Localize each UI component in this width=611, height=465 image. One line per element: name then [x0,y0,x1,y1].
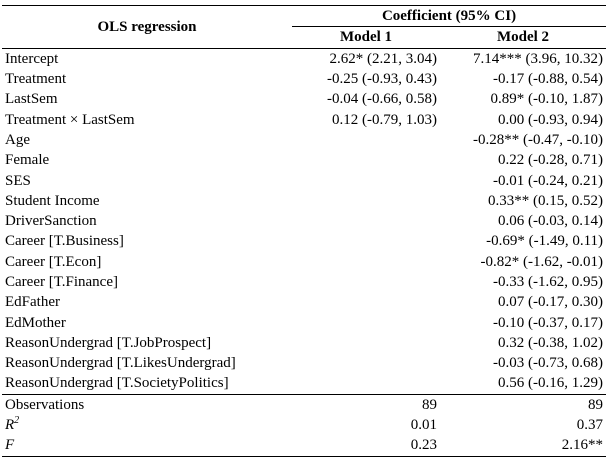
model-1-value [292,170,440,190]
model-2-stat: 0.37 [576,417,604,434]
model-2-value: -0.69* (-1.49, 0.11) [486,233,604,250]
model-1-value [292,272,440,292]
table-row: Student Income 0.33** (0.15, 0.52) [2,191,606,211]
stat-label: R2 [2,415,292,435]
coefficients-body: Intercept 2.62* (2.21, 3.04) 7.14*** (3.96… [2,48,607,395]
row-label: DriverSanction [5,213,97,230]
model-1-value [292,373,440,395]
model-2-value: 0.00 (-0.93, 0.94) [498,111,604,128]
stat-row: R2 0.01 0.37 [2,415,606,435]
model-2-value: 0.33** (0.15, 0.52) [488,192,604,209]
model-2-stat: 2.16** [440,435,607,457]
table-row: Career [T.Business] -0.69* (-1.49, 0.11) [2,231,606,251]
model-1-value: 0.12 (-0.79, 1.03) [332,111,437,128]
table-row: ReasonUndergrad [T.SocietyPolitics] 0.56 … [2,373,607,395]
model-1-value [292,312,440,332]
row-label: ReasonUndergrad [T.SocietyPolitics] [2,373,292,395]
table-row: Female 0.22 (-0.28, 0.71) [2,150,606,170]
model-1-value [292,252,440,272]
table-row: Treatment -0.25 (-0.93, 0.43) -0.17 (-0.88… [2,69,606,89]
row-label: Intercept [5,50,59,67]
model-2-header: Model 2 [440,26,607,49]
header-row-top: OLS regression Coefficient (95% CI) [2,4,607,49]
row-label: ReasonUndergrad [T.LikesUndergrad] [5,355,236,372]
table-row: EdFather 0.07 (-0.17, 0.30) [2,292,606,312]
stat-label: F [2,435,292,457]
model-1-value: 2.62* (2.21, 3.04) [329,50,438,67]
row-label: Career [T.Finance] [5,274,118,290]
model-2-value: 0.56 (-0.16, 1.29) [440,373,607,395]
stat-label-text: F [5,437,15,454]
model-2-value: -0.28** (-0.47, -0.10) [473,131,604,148]
table-row: LastSem -0.04 (-0.66, 0.58) 0.89* (-0.10, … [2,89,606,109]
table-row: Career [T.Econ] -0.82* (-1.62, -0.01) [2,252,606,272]
model-2-value: 0.32 (-0.38, 1.02) [498,334,604,351]
model-1-value [292,191,440,211]
row-label: Student Income [5,192,100,209]
model-1-value [292,333,440,353]
row-label: Age [5,131,30,148]
model-2-value: 0.06 (-0.03, 0.14) [498,213,604,230]
model-1-header: Model 1 [292,26,440,49]
model-1-value [292,353,440,373]
model-2-stat: 89 [588,396,604,413]
table-row: ReasonUndergrad [T.JobProspect] 0.32 (-0.… [2,333,606,353]
stat-label-text: Observations [5,396,85,413]
model-2-value: -0.01 (-0.24, 0.21) [493,172,604,189]
stat-row: Observations 89 89 [2,394,606,415]
row-label: EdFather [5,294,60,311]
model-1-stat: 0.01 [410,417,437,434]
table-row: Treatment × LastSem 0.12 (-0.79, 1.03) 0.0… [2,109,606,129]
model-1-value: -0.04 (-0.66, 0.58) [327,91,437,108]
model-2-value: 0.89* (-0.10, 1.87) [490,91,604,108]
stat-label-superscript: 2 [14,415,20,427]
model-1-value: -0.25 (-0.93, 0.43) [327,71,437,88]
model-2-value: -0.17 (-0.88, 0.54) [493,71,604,88]
statistics-body: Observations 89 89 R2 0.01 0.37 F 0.23 2.16** [2,394,607,457]
table-row: EdMother -0.10 (-0.37, 0.17) [2,312,606,332]
row-label: Career [T.Econ] [5,253,102,270]
table-row: DriverSanction 0.06 (-0.03, 0.14) [2,211,606,231]
model-1-value [292,211,440,231]
model-1-value [292,292,440,312]
row-label: Treatment [5,71,67,88]
table-title: OLS regression [2,5,292,49]
table-row: Career [T.Finance] -0.33 (-1.62, 0.95) [2,272,606,292]
row-label: SES [5,172,31,189]
row-label: EdMother [5,314,66,331]
row-label: Career [T.Business] [5,233,124,250]
row-label: LastSem [5,91,58,108]
model-1-stat: 0.23 [292,435,440,457]
model-2-value: -0.33 (-1.62, 0.95) [493,274,604,290]
table-row: Intercept 2.62* (2.21, 3.04) 7.14*** (3.96… [2,48,606,69]
model-2-value: 0.07 (-0.17, 0.30) [498,294,604,311]
model-1-value [292,150,440,170]
table-row: ReasonUndergrad [T.LikesUndergrad] -0.03 … [2,353,606,373]
model-2-value: 7.14*** (3.96, 10.32) [473,50,604,67]
row-label: Female [5,152,50,169]
model-2-value: -0.82* (-1.62, -0.01) [480,253,604,270]
stat-label: Observations [2,394,292,415]
model-2-value: -0.10 (-0.37, 0.17) [493,314,604,331]
model-1-value [292,231,440,251]
stat-row: F 0.23 2.16** [2,435,607,457]
row-label: Treatment × LastSem [5,111,135,128]
model-2-value: -0.03 (-0.73, 0.68) [493,355,604,372]
header-row-models: Model 1 Model 2 [2,26,607,49]
row-label: ReasonUndergrad [T.JobProspect] [5,334,212,351]
regression-table: OLS regression Coefficient (95% CI) Mode… [2,4,607,457]
model-1-value [292,130,440,150]
table-row: SES -0.01 (-0.24, 0.21) [2,170,606,190]
stat-label-text: R [5,417,15,434]
model-1-stat: 89 [422,396,437,413]
table-row: Age -0.28** (-0.47, -0.10) [2,130,606,150]
model-2-value: 0.22 (-0.28, 0.71) [498,152,604,169]
coefficient-header: Coefficient (95% CI) [292,4,607,28]
